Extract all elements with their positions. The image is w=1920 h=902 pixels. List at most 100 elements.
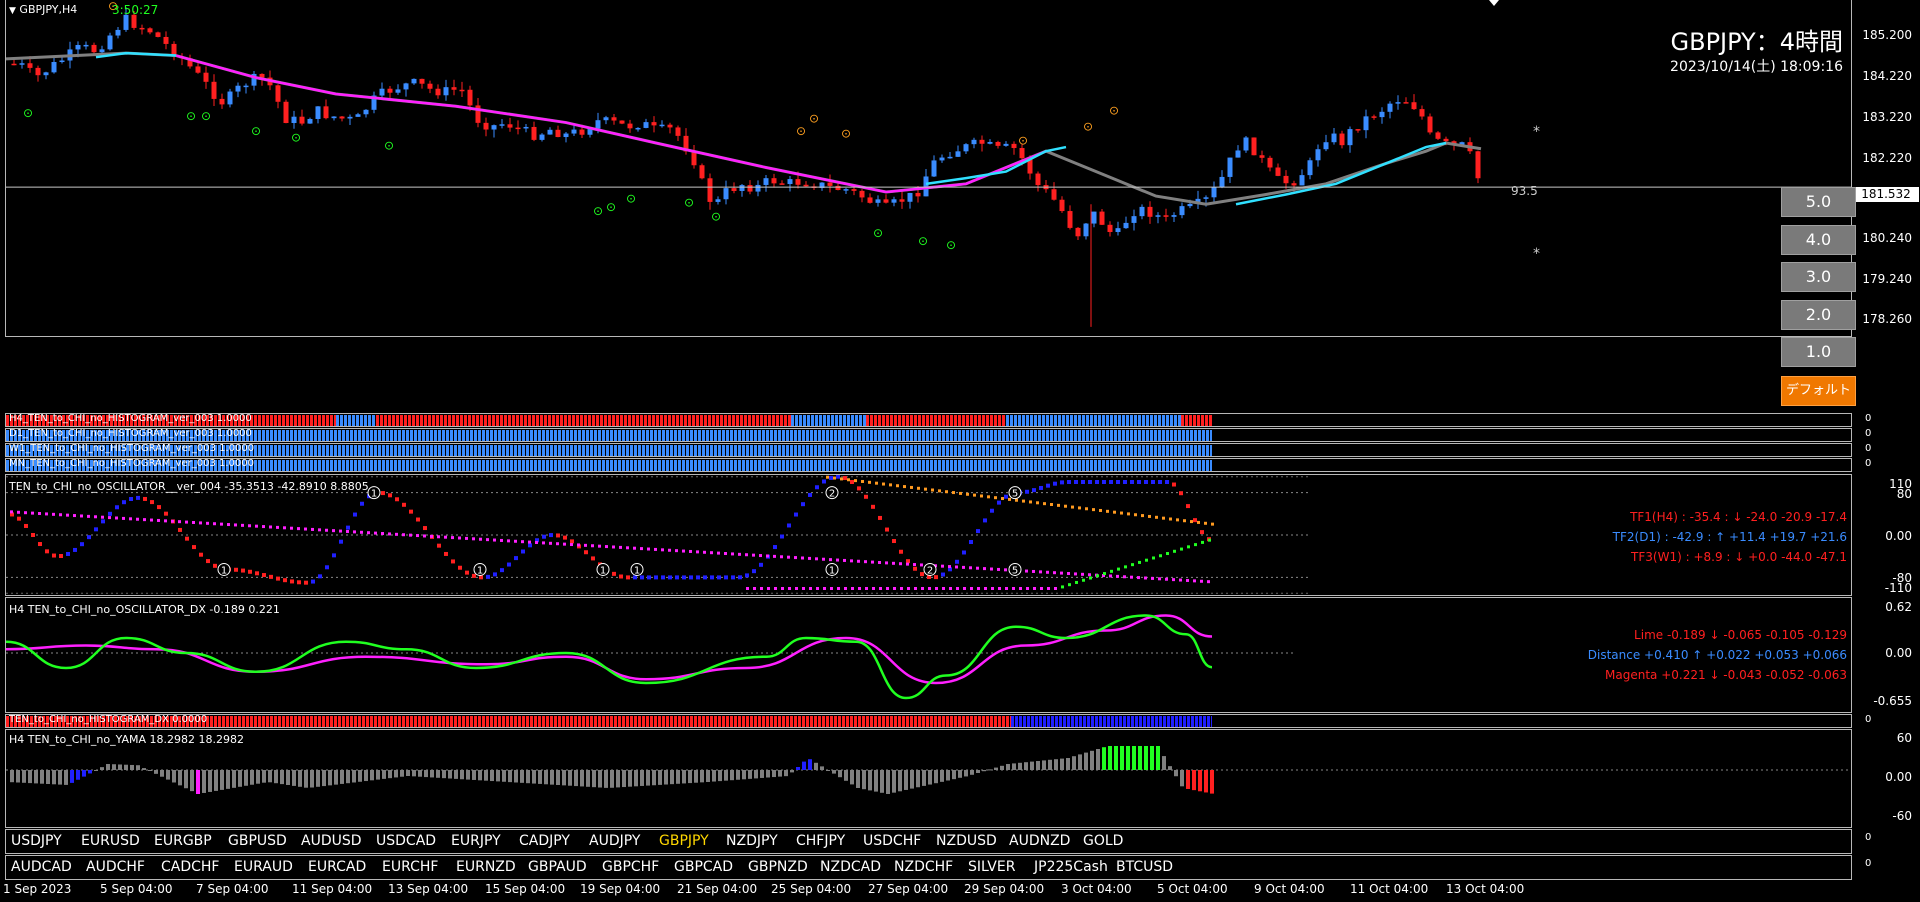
symbol-button-audcad[interactable]: AUDCAD xyxy=(11,859,72,875)
symbol-button-eurjpy[interactable]: EURJPY xyxy=(451,833,501,849)
osc-dot xyxy=(1109,480,1113,484)
yama-bar xyxy=(1084,752,1088,770)
symbol-button-gbpcad[interactable]: GBPCAD xyxy=(674,859,734,875)
dx-distance-info: Distance +0.410 ↑ +0.022 +0.053 +0.066 xyxy=(1587,648,1847,662)
yama-bar xyxy=(328,770,332,786)
symbol-button-usdjpy[interactable]: USDJPY xyxy=(11,833,62,849)
candle xyxy=(803,184,809,187)
scale-4-button[interactable]: 4.0 xyxy=(1781,225,1856,255)
symbol-button-audjpy[interactable]: AUDJPY xyxy=(589,833,641,849)
candle xyxy=(99,49,105,53)
shift-marker-icon[interactable] xyxy=(1489,0,1499,6)
osc-label: 1 xyxy=(600,565,606,576)
symbol-button-gold[interactable]: GOLD xyxy=(1083,833,1124,849)
osc-dot xyxy=(136,495,140,500)
candle xyxy=(459,89,465,92)
osc-axis-tick: -80 xyxy=(1892,571,1912,585)
yama-bar xyxy=(268,770,272,783)
yama-bar xyxy=(118,764,122,770)
yama-bar xyxy=(598,770,602,788)
candle xyxy=(451,87,457,90)
symbol-button-gbpusd[interactable]: GBPUSD xyxy=(228,833,287,849)
symbol-button-cadjpy[interactable]: CADJPY xyxy=(519,833,570,849)
symbol-button-cadchf[interactable]: CADCHF xyxy=(161,859,220,875)
osc-tf3-dot xyxy=(1025,569,1028,573)
scale-1-button[interactable]: 1.0 xyxy=(1781,337,1856,367)
osc-dot xyxy=(108,511,112,516)
osc-tf3-dot xyxy=(850,559,853,563)
osc-tf1-dot xyxy=(928,587,931,590)
symbol-button-eurchf[interactable]: EURCHF xyxy=(382,859,439,875)
symbol-button-btcusd[interactable]: BTCUSD xyxy=(1116,859,1174,875)
yama-bar xyxy=(208,770,212,792)
osc-dot xyxy=(339,539,343,544)
osc-tf3-dot xyxy=(948,565,951,569)
symbol-button-gbpnzd[interactable]: GBPNZD xyxy=(748,859,808,875)
symbol-button-eurgbp[interactable]: EURGBP xyxy=(154,833,212,849)
yama-bar xyxy=(892,770,896,793)
symbol-button-jp225cash[interactable]: JP225Cash xyxy=(1034,859,1108,875)
hist-segment xyxy=(1011,716,1212,727)
osc-dot xyxy=(178,527,182,532)
osc-dot xyxy=(591,556,595,561)
osc-dot xyxy=(759,562,763,567)
osc-dot xyxy=(794,512,798,517)
osc-tf2-dot xyxy=(875,481,878,485)
scale-3-button[interactable]: 3.0 xyxy=(1781,262,1856,292)
symbol-button-gbpjpy[interactable]: GBPJPY xyxy=(659,833,709,849)
candle xyxy=(1035,173,1041,186)
osc-dot xyxy=(241,568,245,573)
price-tick: 180.240 xyxy=(1862,231,1912,246)
symbol-button-audnzd[interactable]: AUDNZD xyxy=(1009,833,1071,849)
symbol-button-silver[interactable]: SILVER xyxy=(968,859,1016,875)
osc-dot xyxy=(101,519,105,524)
symbol-button-usdchf[interactable]: USDCHF xyxy=(863,833,922,849)
dropdown-triangle-icon[interactable]: ▼ xyxy=(9,6,16,16)
symbol-button-euraud[interactable]: EURAUD xyxy=(234,859,293,875)
osc-tf3-dot xyxy=(633,546,636,550)
symbol-button-nzdjpy[interactable]: NZDJPY xyxy=(726,833,778,849)
ma-magenta-line xyxy=(175,54,1047,194)
symbol-button-usdcad[interactable]: USDCAD xyxy=(376,833,437,849)
candle xyxy=(1403,102,1409,104)
hist-segment xyxy=(1181,415,1212,426)
candle xyxy=(1171,215,1177,217)
candle xyxy=(1427,116,1433,133)
osc-dot xyxy=(731,575,735,580)
scale-5-button[interactable]: 5.0 xyxy=(1781,187,1856,217)
price-tick: 184.220 xyxy=(1862,69,1912,84)
osc-axis-tick: 110 xyxy=(1889,477,1912,491)
candle xyxy=(923,176,929,197)
yama-bar xyxy=(1054,759,1058,770)
symbol-button-eurcad[interactable]: EURCAD xyxy=(308,859,367,875)
yama-bar xyxy=(196,770,200,794)
symbol-button-nzdcad[interactable]: NZDCAD xyxy=(820,859,881,875)
symbol-button-gbpaud[interactable]: GBPAUD xyxy=(528,859,587,875)
symbol-button-audchf[interactable]: AUDCHF xyxy=(86,859,145,875)
osc-tf3-dot xyxy=(297,527,300,531)
osc-tf1-dot xyxy=(837,587,840,590)
dx-axis-tick: 0.00 xyxy=(1885,646,1912,660)
symbol-button-nzdusd[interactable]: NZDUSD xyxy=(936,833,997,849)
yama-bar xyxy=(448,770,452,779)
hist-axis-tick: 0 xyxy=(1865,428,1872,439)
symbol-button-eurusd[interactable]: EURUSD xyxy=(81,833,140,849)
osc-tf1-dot xyxy=(998,587,1001,590)
symbol-button-nzdchf[interactable]: NZDCHF xyxy=(894,859,954,875)
symbol-button-gbpchf[interactable]: GBPCHF xyxy=(602,859,660,875)
osc-tf3-dot xyxy=(1165,577,1168,581)
yama-bar xyxy=(184,770,188,789)
default-button[interactable]: デフォルト xyxy=(1781,376,1856,406)
osc-tf3-dot xyxy=(486,538,489,542)
candle xyxy=(115,29,121,36)
yama-bar xyxy=(352,770,356,783)
symbol-button-eurnzd[interactable]: EURNZD xyxy=(456,859,516,875)
osc-dot xyxy=(871,504,875,509)
price-chart-pane[interactable]: ⊙ ⊙ ⊙ ⊙ ⊙ ⊙ ⊙ ⊙ ⊙ ⊙ ⊙ ⊙ ⊙ ⊙ ⊙ ⊙ ⊙ ⊙ ⊙ ⊙ ⊙ ▼ GBPJPY,H4 3:50:2… xyxy=(5,0,1852,337)
scale-2-button[interactable]: 2.0 xyxy=(1781,300,1856,330)
osc-tf3-dot xyxy=(591,544,594,548)
symbol-button-chfjpy[interactable]: CHFJPY xyxy=(796,833,846,849)
hist-segment xyxy=(6,460,1212,471)
symbol-button-audusd[interactable]: AUDUSD xyxy=(301,833,362,849)
yama-bar xyxy=(604,770,608,788)
